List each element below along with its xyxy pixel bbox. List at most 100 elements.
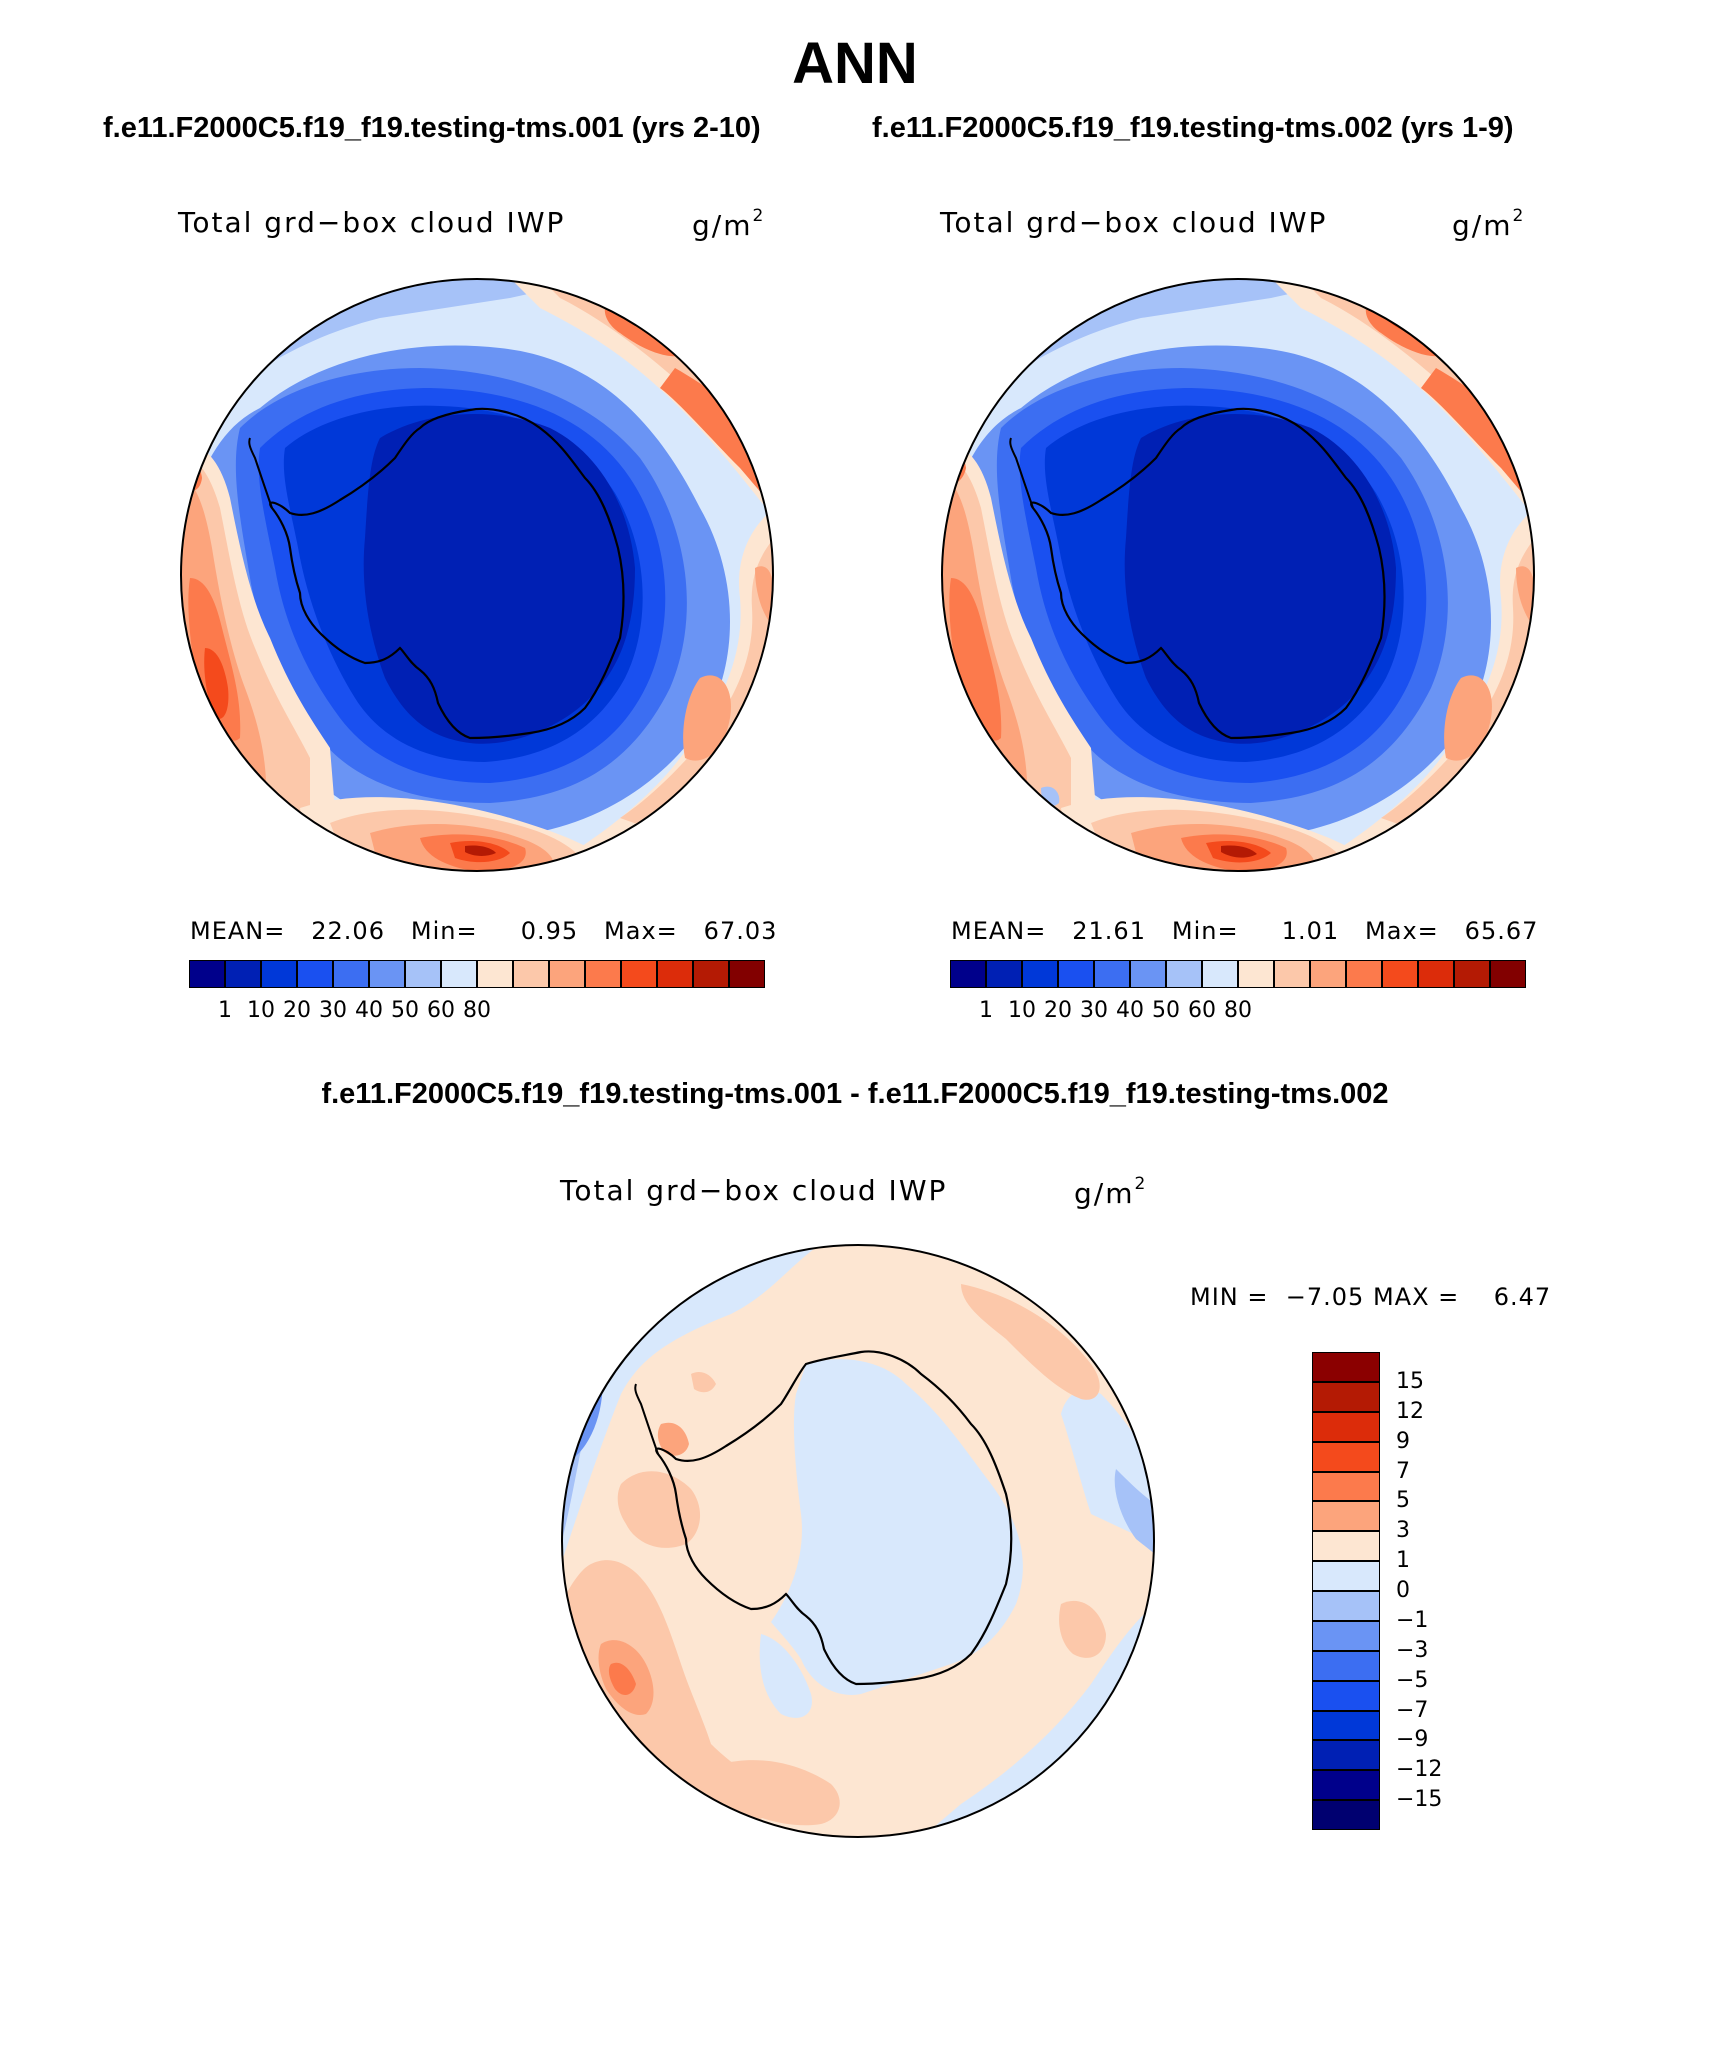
panel2-colorbar-swatch [1058,960,1094,988]
panel1-colorbar [189,960,765,988]
panel3-colorbar-tick-label: −7 [1396,1697,1429,1723]
panel3-colorbar-tick-label: −1 [1396,1607,1429,1633]
panel3-colorbar-tick-label: 12 [1396,1398,1424,1424]
panel1-colorbar-swatch [405,960,441,988]
panel3-colorbar-swatch [1312,1501,1380,1532]
panel1-colorbar-tick-label: 1 [218,998,232,1023]
panel1-colorbar-swatch [693,960,729,988]
panel3-polar-map [561,1244,1155,1838]
panel1-colorbar-swatch [189,960,225,988]
panel2-colorbar-swatch [1238,960,1274,988]
panel3-colorbar-swatch [1312,1352,1380,1382]
panel3-contour-fill [562,1245,1154,1837]
panel2-polar-map [941,278,1535,872]
panel2-colorbar-swatch [1346,960,1382,988]
panel1-colorbar-swatch [333,960,369,988]
panel1-colorbar-swatch [261,960,297,988]
panel3-colorbar-tick-label: −15 [1396,1787,1443,1813]
diff-title: f.e11.F2000C5.f19_f19.testing-tms.001 - … [321,1078,1389,1110]
panel2-colorbar-tick-label: 80 [1224,998,1252,1023]
panel3-colorbar-swatch [1312,1411,1380,1442]
panel1-contour-fill [181,279,773,871]
panel1-colorbar-swatch [729,960,765,988]
panel1-colorbar-swatch [621,960,657,988]
panel2-colorbar-tick-label: 40 [1116,998,1144,1023]
panel3-colorbar-tick-label: −3 [1396,1637,1429,1663]
panel3-colorbar-swatch [1312,1591,1380,1621]
panel2-colorbar-swatch [1022,960,1058,988]
panel2-colorbar-swatch [950,960,986,988]
panel3-colorbar-swatch [1312,1770,1380,1801]
panel2-colorbar-tick-label: 30 [1080,998,1108,1023]
panel1-colorbar-swatch [477,960,513,988]
panel2-colorbar-swatch [1454,960,1490,988]
panel3-colorbar-swatch [1312,1710,1380,1741]
panel1-colorbar-swatch [225,960,261,988]
panel3-units: g/m2 [1074,1174,1148,1210]
panel2-colorbar-tick-label: 20 [1044,998,1072,1023]
panel2-colorbar-swatch [986,960,1022,988]
panel2-colorbar-swatch [1490,960,1526,988]
panel1-colorbar-tick-label: 20 [283,998,311,1023]
panel3-colorbar-swatch [1312,1381,1380,1412]
panel2-colorbar-tick-label: 60 [1188,998,1216,1023]
figure-title: ANN [792,31,918,96]
panel3-colorbar-tick-label: 3 [1396,1518,1410,1544]
panel3-colorbar-swatch [1312,1680,1380,1711]
panel3-variable-label: Total grd−box cloud IWP [560,1174,948,1207]
panel2-colorbar-swatch [1310,960,1346,988]
panel1-colorbar-swatch [513,960,549,988]
panel3-colorbar-swatch [1312,1561,1380,1591]
panel1-polar-map [180,278,774,872]
panel3-colorbar-tick-label: 5 [1396,1488,1410,1514]
panel2-colorbar-swatch [1166,960,1202,988]
panel3-colorbar-tick-label: −12 [1396,1757,1443,1783]
panel3-colorbar-swatch [1312,1441,1380,1472]
panel2-colorbar-swatch [1418,960,1454,988]
panel2-stats: MEAN= 21.61 Min= 1.01 Max= 65.67 [951,917,1539,945]
panel2-map-border [941,278,1535,872]
panel3-stats: MIN = −7.05 MAX = 6.47 [1190,1283,1552,1311]
panel2-colorbar-swatch [1094,960,1130,988]
panel3-colorbar-ticks: 15 12 9 7 5 3 1 0 −1 −3 −5 −7 −9 −12 −15 [1390,1352,1480,1830]
case2-title: f.e11.F2000C5.f19_f19.testing-tms.002 (y… [872,112,1514,144]
panel1-colorbar-swatch [657,960,693,988]
panel3-colorbar-swatch [1312,1471,1380,1502]
panel3-map-border [561,1244,1155,1838]
panel2-colorbar-swatch [1130,960,1166,988]
panel2-colorbar-swatch [1382,960,1418,988]
panel1-variable-label: Total grd−box cloud IWP [178,206,566,239]
panel1-colorbar-swatch [369,960,405,988]
panel1-colorbar-swatch [441,960,477,988]
panel3-colorbar-tick-label: −9 [1396,1727,1429,1753]
panel3-colorbar-swatch [1312,1650,1380,1681]
panel3-colorbar-swatch [1312,1800,1380,1830]
panel1-colorbar-tick-label: 60 [427,998,455,1023]
panel1-colorbar-swatch [585,960,621,988]
panel2-contour-fill [942,279,1534,871]
panel1-colorbar-tick-label: 10 [247,998,275,1023]
panel1-map-border [180,278,774,872]
panel1-colorbar-swatch [297,960,333,988]
panel1-stats: MEAN= 22.06 Min= 0.95 Max= 67.03 [190,917,778,945]
panel2-colorbar-swatch [1202,960,1238,988]
panel3-coastline [655,1350,1013,1686]
panel1-colorbar-tick-label: 50 [391,998,419,1023]
panel3-colorbar-swatch [1312,1531,1380,1562]
panel2-colorbar-tick-label: 50 [1152,998,1180,1023]
panel2-variable-label: Total grd−box cloud IWP [940,206,1328,239]
panel1-colorbar-swatch [549,960,585,988]
panel2-colorbar-swatch [1274,960,1310,988]
panel2-units: g/m2 [1452,206,1526,242]
panel2-coastline [1030,407,1386,740]
panel3-colorbar-tick-label: 0 [1396,1578,1410,1603]
panel1-units: g/m2 [692,206,766,242]
panel3-colorbar-tick-label: 15 [1396,1368,1424,1394]
panel3-colorbar-tick-label: 9 [1396,1428,1410,1454]
panel1-coastline [269,407,625,740]
panel3-colorbar-tick-label: 1 [1396,1548,1410,1574]
panel1-colorbar-tick-label: 30 [319,998,347,1023]
panel1-colorbar-tick-label: 40 [355,998,383,1023]
panel3-colorbar-tick-label: 7 [1396,1458,1410,1484]
panel3-colorbar-swatch [1312,1740,1380,1771]
